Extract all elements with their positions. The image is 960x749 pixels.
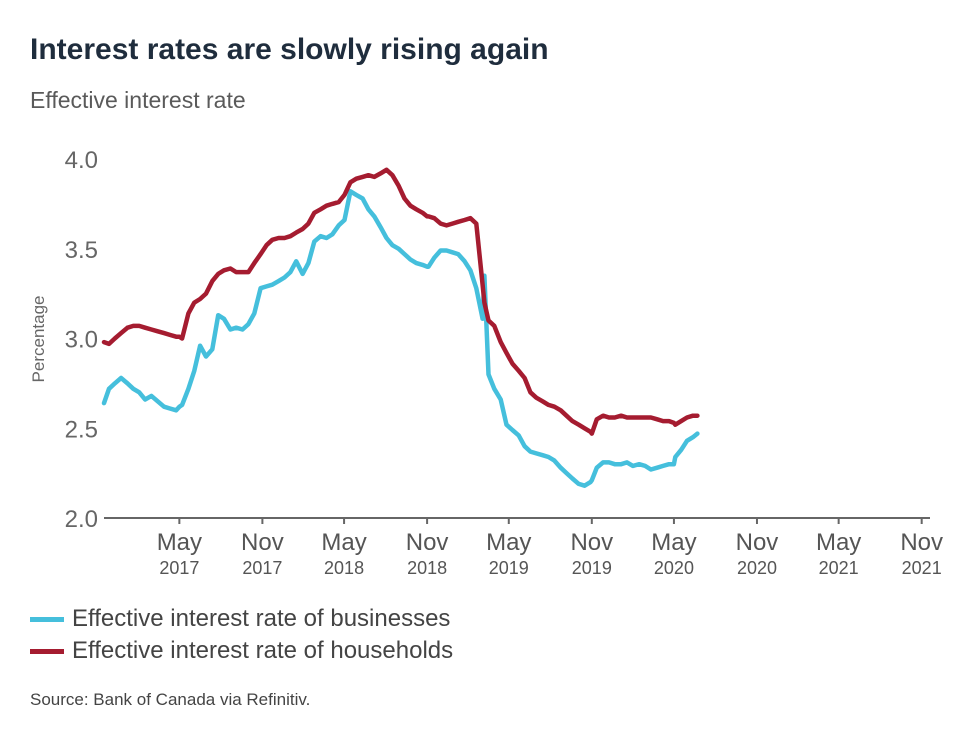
y-axis-ticks: 2.0 2.5 3.0 3.5 4.0 — [65, 147, 98, 533]
x-tick-month-label: May — [157, 529, 202, 556]
x-tick-month-label: May — [321, 529, 366, 556]
x-tick-month-label: May — [651, 529, 696, 556]
x-tick-month-label: May — [816, 529, 861, 556]
x-tick-month-label: May — [486, 529, 531, 556]
y-tick-label: 4.0 — [65, 147, 98, 174]
x-tick-year-label: 2020 — [737, 558, 777, 578]
line-chart: 2.02.53.03.54.0 May2017Nov2017May2018Nov… — [29, 147, 943, 578]
y-tick-label: 3.0 — [65, 327, 98, 354]
x-tick-month-label: Nov — [900, 529, 943, 556]
legend-item-businesses: Effective interest rate of businesses — [30, 603, 453, 635]
y-axis-label: Percentage — [29, 296, 48, 383]
legend-swatch-households — [30, 648, 64, 654]
x-axis: May2017Nov2017May2018Nov2018May2019Nov20… — [104, 517, 943, 578]
legend-label-households: Effective interest rate of households — [72, 637, 454, 664]
legend: Effective interest rate of businesses Ef… — [30, 603, 453, 667]
x-tick-month-label: Nov — [406, 529, 449, 556]
x-tick-month-label: Nov — [736, 529, 779, 556]
x-tick-year-label: 2021 — [819, 558, 859, 578]
series-lines — [101, 167, 700, 488]
y-tick-label: 2.0 — [65, 506, 98, 533]
source-note: Source: Bank of Canada via Refinitiv. — [30, 690, 311, 709]
x-tick-year-label: 2017 — [242, 558, 282, 578]
chart-subtitle: Effective interest rate — [30, 87, 246, 113]
series-line-businesses — [101, 189, 700, 488]
x-tick-year-label: 2018 — [324, 558, 364, 578]
x-tick-year-label: 2021 — [902, 558, 942, 578]
x-tick-year-label: 2019 — [572, 558, 612, 578]
series-line-households — [101, 167, 700, 436]
legend-item-households: Effective interest rate of households — [30, 635, 453, 667]
x-tick-year-label: 2020 — [654, 558, 694, 578]
x-tick-month-label: Nov — [241, 529, 284, 556]
y-tick-label: 2.5 — [65, 416, 98, 443]
x-tick-month-label: Nov — [570, 529, 613, 556]
y-tick-label: 3.5 — [65, 237, 98, 264]
legend-label-businesses: Effective interest rate of businesses — [72, 605, 451, 632]
chart-title: Interest rates are slowly rising again — [30, 33, 549, 66]
x-tick-year-label: 2019 — [489, 558, 529, 578]
x-tick-year-label: 2018 — [407, 558, 447, 578]
legend-swatch-businesses — [30, 616, 64, 622]
x-tick-year-label: 2017 — [159, 558, 199, 578]
